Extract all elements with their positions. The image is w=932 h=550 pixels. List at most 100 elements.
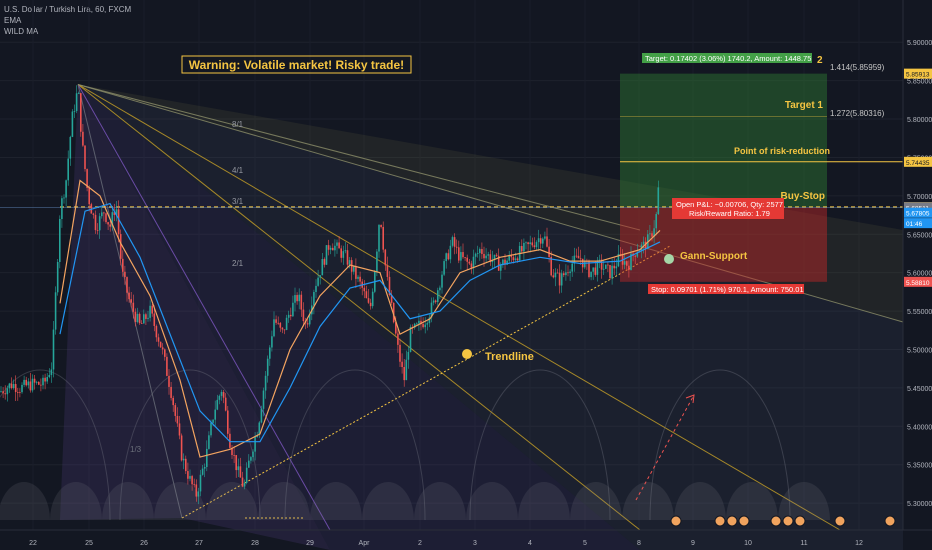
candle-body bbox=[279, 322, 282, 328]
candle-body bbox=[212, 419, 214, 423]
candle-body bbox=[317, 277, 319, 286]
candle-body bbox=[277, 322, 279, 324]
candle-body bbox=[367, 298, 370, 303]
cycle-arc-large bbox=[0, 369, 111, 521]
candle-body bbox=[147, 317, 149, 319]
cycle-arc bbox=[518, 482, 570, 520]
candle-body bbox=[220, 391, 223, 396]
candle-body bbox=[462, 252, 464, 258]
cycle-arc-large bbox=[119, 369, 261, 521]
candle-body bbox=[455, 246, 458, 248]
candle-body bbox=[178, 423, 181, 436]
cycle-arc bbox=[362, 482, 414, 520]
legend-wild-ma[interactable]: WILD MA bbox=[4, 27, 39, 36]
open-pl-box bbox=[672, 198, 784, 219]
cycle-arc bbox=[206, 482, 258, 520]
event-icon bbox=[834, 515, 846, 527]
candle-body bbox=[38, 381, 40, 385]
warning-box bbox=[181, 55, 412, 74]
price-tag bbox=[904, 276, 932, 287]
candle-body bbox=[107, 222, 109, 225]
candle-body bbox=[245, 467, 248, 483]
candle-body bbox=[527, 242, 529, 245]
candle-body bbox=[376, 251, 378, 272]
candle-body bbox=[443, 261, 445, 275]
candle-body bbox=[542, 238, 544, 244]
x-tick-label: 25 bbox=[85, 540, 93, 547]
candle-body bbox=[489, 254, 492, 263]
fan-label-4-1: 4/1 bbox=[232, 166, 244, 175]
target-box bbox=[642, 53, 812, 63]
candle-body bbox=[403, 367, 405, 381]
candle-body bbox=[567, 272, 569, 274]
candle-body bbox=[4, 393, 6, 395]
x-tick-label: 10 bbox=[744, 540, 752, 547]
candle-body bbox=[214, 409, 216, 420]
candle-body bbox=[619, 253, 622, 255]
candle-body bbox=[119, 234, 122, 259]
x-tick-label: 26 bbox=[140, 540, 148, 547]
price-tag-label: 01:46 bbox=[906, 221, 923, 228]
candle-body bbox=[405, 359, 408, 381]
event-icon bbox=[782, 515, 794, 527]
candle-body bbox=[426, 323, 429, 325]
candle-body bbox=[103, 212, 105, 214]
candle-body bbox=[12, 383, 15, 389]
cycle-arc bbox=[0, 482, 50, 520]
candle-body bbox=[628, 265, 630, 271]
candle-body bbox=[14, 383, 17, 393]
candle-body bbox=[558, 272, 561, 286]
gann-support-marker[interactable] bbox=[664, 254, 674, 264]
candle-body bbox=[0, 391, 2, 393]
candle-body bbox=[432, 300, 435, 303]
x-tick-label: 9 bbox=[691, 540, 695, 547]
candle-body bbox=[437, 290, 439, 303]
candle-body bbox=[50, 369, 53, 375]
candle-body bbox=[512, 257, 515, 261]
candle-body bbox=[533, 245, 536, 248]
event-icon bbox=[714, 515, 726, 527]
candle-body bbox=[17, 392, 19, 393]
candle-body bbox=[479, 249, 481, 254]
candle-body bbox=[260, 408, 263, 423]
candle-body bbox=[65, 180, 67, 198]
candle-body bbox=[86, 169, 88, 188]
candle-body bbox=[642, 241, 645, 245]
candle-body bbox=[651, 233, 653, 237]
candle-body bbox=[208, 435, 210, 449]
candle-body bbox=[592, 267, 594, 272]
legend-ema[interactable]: EMA bbox=[4, 16, 22, 25]
candle-body bbox=[29, 381, 32, 391]
candle-body bbox=[227, 410, 229, 434]
candle-body bbox=[445, 253, 447, 262]
candle-body bbox=[623, 261, 626, 265]
candle-body bbox=[216, 399, 219, 410]
legend-symbol[interactable]: U.S. Dollar / Turkish Lira, 60, FXCM bbox=[4, 5, 132, 14]
x-tick-label: 4 bbox=[528, 540, 532, 547]
x-tick-label: 5 bbox=[583, 540, 587, 547]
fan-line bbox=[77, 84, 904, 323]
candle-body bbox=[336, 242, 338, 246]
candle-body bbox=[115, 209, 118, 215]
candle-body bbox=[359, 276, 361, 282]
trendline bbox=[181, 245, 671, 519]
price-tag bbox=[904, 156, 932, 167]
x-tick-label: 27 bbox=[195, 540, 203, 547]
trendline-marker[interactable] bbox=[462, 349, 472, 359]
candle-body bbox=[338, 242, 340, 249]
candle-body bbox=[613, 265, 615, 269]
event-icon bbox=[738, 515, 750, 527]
event-icon bbox=[670, 515, 682, 527]
buy-stop-label: Buy-Stop bbox=[781, 191, 825, 202]
price-tag bbox=[904, 207, 932, 218]
candle-body bbox=[357, 276, 359, 279]
candle-body bbox=[189, 476, 191, 479]
candle-body bbox=[539, 238, 542, 244]
candle-body bbox=[250, 457, 252, 461]
y-tick-label: 5.60000 bbox=[907, 271, 932, 278]
candle-body bbox=[563, 273, 565, 276]
cycle-arc-large bbox=[469, 369, 611, 521]
annotation-overlay: 8/1 4/1 3/1 2/1 1/3 Warning: Volatile ma… bbox=[130, 53, 885, 501]
warning-text: Warning: Volatile market! Risky trade! bbox=[189, 58, 404, 72]
